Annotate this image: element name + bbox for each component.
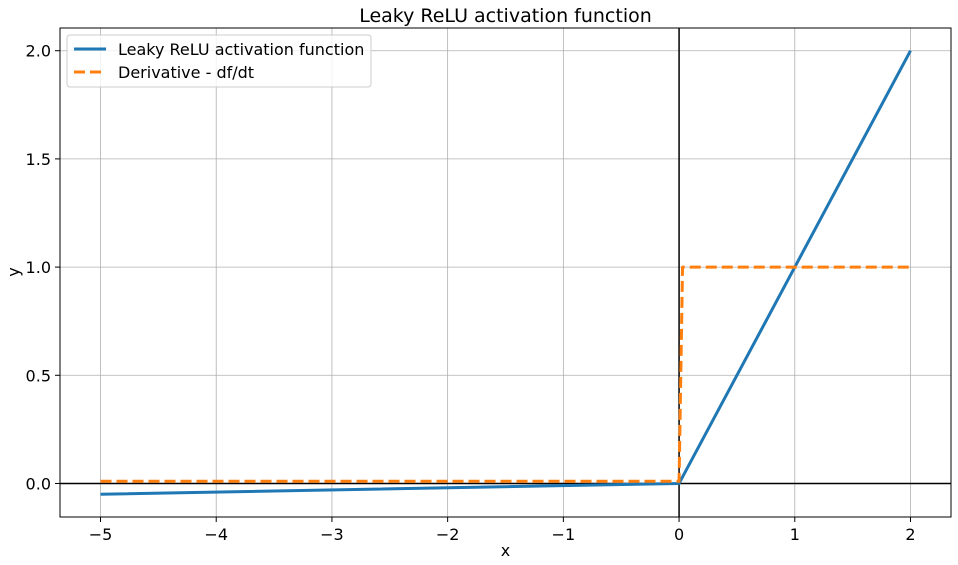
x-tick-label-minus-5: −5 — [89, 525, 113, 544]
y-axis-label: y — [4, 267, 23, 276]
series-line-leaky-relu — [100, 50, 912, 496]
chart-title: Leaky ReLU activation function — [359, 5, 652, 27]
x-tick-label-minus-4: −4 — [204, 525, 228, 544]
x-tick-label-minus-2: −2 — [436, 525, 460, 544]
plot-frame — [59, 27, 952, 518]
x-tick-label-2: 2 — [905, 525, 915, 544]
x-axis-label: x — [501, 541, 510, 560]
legend-box — [66, 34, 372, 88]
plot-area: −5 −4 −3 −2 −1 0 1 2 0.0 0.5 1.0 1.5 2.0 — [26, 27, 952, 544]
x-tick-label-0: 0 — [674, 525, 684, 544]
y-tick-label-1-0: 1.0 — [26, 258, 51, 277]
y-tick-label-1-5: 1.5 — [26, 150, 51, 169]
legend: Leaky ReLU activation function Derivativ… — [66, 34, 372, 88]
series — [100, 50, 912, 496]
y-tick-label-0-5: 0.5 — [26, 366, 51, 385]
plot-background — [60, 28, 951, 517]
legend-label-leaky-relu: Leaky ReLU activation function — [118, 40, 364, 59]
x-tick-label-1: 1 — [790, 525, 800, 544]
y-tick-label-2-0: 2.0 — [26, 42, 51, 61]
x-tick-label-minus-3: −3 — [320, 525, 344, 544]
y-tick-label-0-0: 0.0 — [26, 474, 51, 493]
series-line-derivative — [100, 265, 911, 483]
y-axis-ticks: 0.0 0.5 1.0 1.5 2.0 — [26, 42, 60, 493]
x-axis-ticks: −5 −4 −3 −2 −1 0 1 2 — [89, 517, 916, 544]
x-tick-label-minus-1: −1 — [552, 525, 576, 544]
legend-label-derivative: Derivative - df/dt — [118, 63, 254, 82]
